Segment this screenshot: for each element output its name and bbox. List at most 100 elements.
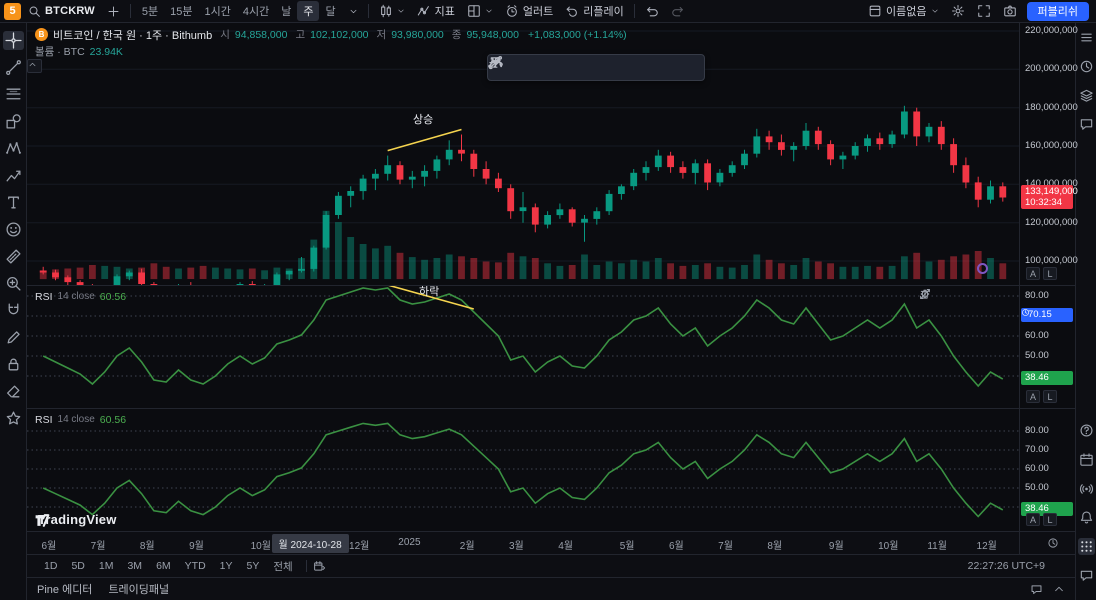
interval-4시간[interactable]: 4시간 bbox=[237, 1, 275, 21]
interval-1시간[interactable]: 1시간 bbox=[199, 1, 237, 21]
sidebar-watchlist-button[interactable] bbox=[1078, 29, 1095, 46]
horizontal-line-tool-button[interactable] bbox=[489, 56, 553, 79]
alert-label: 얼러트 bbox=[522, 6, 554, 18]
star-tool-button[interactable] bbox=[3, 409, 24, 428]
sidebar-help-button[interactable] bbox=[1078, 422, 1095, 439]
xabcd-pattern-tool-button[interactable] bbox=[3, 139, 24, 158]
trend-line-tool-button[interactable] bbox=[488, 55, 528, 79]
ruler-tool-button[interactable] bbox=[3, 247, 24, 266]
magnet-tool-button[interactable] bbox=[3, 301, 24, 320]
clock-text[interactable]: 22:27:26 UTC+9 bbox=[967, 560, 1045, 572]
scale-l-button[interactable]: L bbox=[1043, 267, 1057, 280]
lock-tool-button[interactable] bbox=[3, 355, 24, 374]
sidebar-apps-button[interactable] bbox=[1077, 538, 1095, 555]
toolbar-divider bbox=[633, 4, 635, 18]
time-axis[interactable]: 6월 7월 8월 9월 10월 12월 2025 2월 3월 4월 5월 6월 7월 8월 9월 10월 11월… bbox=[27, 531, 1075, 554]
toolbar-divider bbox=[305, 560, 307, 572]
redo-button[interactable] bbox=[666, 1, 690, 22]
layout-name-button[interactable]: 이름없음 bbox=[863, 1, 943, 22]
shapes-tool-button[interactable] bbox=[3, 112, 24, 131]
rsi1-alert-label[interactable]: 70.15 bbox=[1021, 307, 1073, 322]
range-1M-button[interactable]: 1M bbox=[92, 557, 121, 576]
goto-date-button[interactable] bbox=[313, 560, 326, 573]
curve-tool-button[interactable] bbox=[488, 56, 628, 79]
chart-type-button[interactable] bbox=[374, 1, 410, 22]
snapshot-button[interactable] bbox=[998, 1, 1022, 22]
settings-button[interactable] bbox=[946, 1, 970, 22]
rsi2-axis[interactable]: 80.00 70.00 60.00 50.00 38.46 A L bbox=[1019, 409, 1075, 531]
zoom-tool-button[interactable] bbox=[3, 274, 24, 293]
price-chart-canvas[interactable]: 상승 bbox=[27, 23, 1019, 285]
rsi1-legend: RSI 14 close 60.56 bbox=[35, 288, 126, 305]
tradingview-logo[interactable]: TradingView bbox=[34, 512, 117, 527]
message-icon bbox=[1079, 568, 1094, 583]
range-6M-button[interactable]: 6M bbox=[149, 557, 178, 576]
sidebar-bell-button[interactable] bbox=[1078, 509, 1095, 526]
more-button[interactable] bbox=[920, 288, 1013, 304]
tab-트레이딩패널[interactable]: 트레이딩패널 bbox=[108, 581, 169, 597]
sidebar-clock-button[interactable] bbox=[1078, 58, 1095, 75]
range-3M-button[interactable]: 3M bbox=[120, 557, 149, 576]
range-5D-button[interactable]: 5D bbox=[64, 557, 91, 576]
zigzag-tool-button[interactable] bbox=[489, 56, 678, 79]
sidebar-calendar-button[interactable] bbox=[1078, 451, 1095, 468]
scale-l-button[interactable]: L bbox=[1043, 513, 1057, 526]
panel-message-button[interactable] bbox=[1030, 583, 1043, 596]
fullscreen-button[interactable] bbox=[972, 1, 996, 22]
tab-Pine 에디터[interactable]: Pine 에디터 bbox=[37, 581, 92, 597]
interval-5분[interactable]: 5분 bbox=[136, 1, 164, 21]
text-tool-button[interactable] bbox=[490, 56, 703, 79]
status-circle-icon[interactable] bbox=[977, 263, 988, 274]
interval-달[interactable]: 달 bbox=[319, 1, 341, 21]
ray-tool-button[interactable] bbox=[488, 56, 578, 79]
legend-collapse-button[interactable] bbox=[27, 59, 42, 73]
scale-a-button[interactable]: A bbox=[1026, 267, 1040, 280]
alert-button[interactable]: 얼러트 bbox=[500, 1, 558, 22]
forecast-tool-button[interactable] bbox=[3, 166, 24, 185]
indicators-button[interactable]: 지표 bbox=[412, 1, 460, 22]
layout-templates-button[interactable] bbox=[462, 1, 498, 22]
interval-주[interactable]: 주 bbox=[297, 1, 320, 21]
sidebar-broadcast-button[interactable] bbox=[1078, 480, 1095, 497]
scale-a-button[interactable]: A bbox=[1026, 513, 1040, 526]
symbol-search-button[interactable]: BTCKRW bbox=[23, 1, 100, 22]
interval-menu-button[interactable] bbox=[344, 1, 363, 22]
range-1D-button[interactable]: 1D bbox=[37, 557, 64, 576]
text-tool-button[interactable] bbox=[3, 193, 24, 212]
scale-a-button[interactable]: A bbox=[1026, 390, 1040, 403]
crosshair-tool-button[interactable] bbox=[2, 31, 24, 50]
rsi2-chart-canvas[interactable] bbox=[27, 409, 1019, 531]
price-axis[interactable]: 220,000,000 200,000,000 180,000,000 160,000… bbox=[1019, 23, 1078, 285]
sidebar-layers-button[interactable] bbox=[1078, 87, 1095, 104]
scale-l-button[interactable]: L bbox=[1043, 390, 1057, 403]
arrow-down-button[interactable] bbox=[921, 288, 956, 304]
replay-button[interactable]: 리플레이 bbox=[560, 1, 628, 22]
range-YTD-button[interactable]: YTD bbox=[178, 557, 213, 576]
fib-retracement-tool-button[interactable] bbox=[3, 85, 24, 104]
range-전체-button[interactable]: 전체 bbox=[266, 557, 299, 576]
parallel-channel-tool-button[interactable] bbox=[490, 56, 603, 79]
rsi1-chart-canvas[interactable]: 하락 bbox=[27, 286, 1019, 408]
range-5Y-button[interactable]: 5Y bbox=[240, 557, 267, 576]
xabcd-pattern-tool-button[interactable] bbox=[488, 56, 653, 79]
magnet-icon bbox=[5, 302, 22, 319]
range-1Y-button[interactable]: 1Y bbox=[213, 557, 240, 576]
compare-add-button[interactable] bbox=[102, 1, 125, 22]
eraser-tool-button[interactable] bbox=[3, 382, 24, 401]
app-logo[interactable]: 5 bbox=[4, 2, 21, 20]
pencil-tool-button[interactable] bbox=[3, 328, 24, 347]
sidebar-chat-button[interactable] bbox=[1078, 116, 1095, 133]
sidebar-message-button[interactable] bbox=[1078, 567, 1095, 584]
emoji-tool-button[interactable] bbox=[3, 220, 24, 239]
clock-icon[interactable] bbox=[1047, 537, 1059, 549]
panel-expand-button[interactable] bbox=[1053, 583, 1065, 596]
trend-line-tool-button[interactable] bbox=[3, 58, 24, 77]
maximize-button[interactable] bbox=[920, 288, 994, 304]
trash-button[interactable] bbox=[920, 288, 975, 304]
publish-button[interactable]: 퍼블리쉬 bbox=[1026, 1, 1089, 21]
candles-icon bbox=[379, 4, 393, 18]
interval-15분[interactable]: 15분 bbox=[164, 1, 198, 21]
undo-button[interactable] bbox=[640, 1, 664, 22]
interval-날[interactable]: 날 bbox=[275, 1, 297, 21]
